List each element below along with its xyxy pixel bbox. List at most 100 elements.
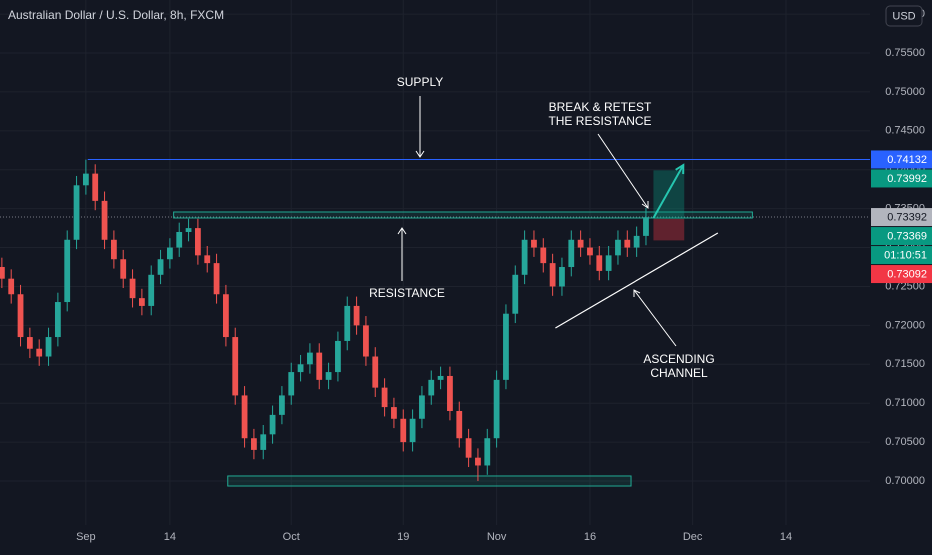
candle-body [176, 231, 183, 248]
candle-body [120, 259, 127, 279]
drawings [0, 158, 870, 487]
zone [173, 211, 753, 219]
arrow-head [415, 150, 425, 158]
zone [227, 475, 632, 487]
candle-body [17, 294, 24, 338]
candle-body [260, 434, 267, 450]
candle-body [325, 372, 332, 380]
x-tick-label: Sep [76, 531, 96, 543]
price-tag-label: 0.73392 [887, 211, 927, 223]
x-tick-label: 19 [397, 531, 409, 543]
annotation: BREAK & RETEST [549, 100, 652, 114]
annotation-arrows [397, 96, 677, 347]
candle-body [540, 247, 547, 264]
y-tick-label: 0.70500 [885, 436, 925, 448]
candle-body [185, 228, 192, 232]
x-tick-label: 14 [164, 531, 176, 543]
candle-body [624, 239, 631, 248]
candle-body [73, 185, 80, 240]
candle-body [456, 410, 463, 439]
price-tag-label: 0.74132 [887, 154, 927, 166]
candle-body [82, 173, 89, 186]
candle-body [213, 263, 220, 295]
candle-body [512, 274, 519, 314]
candle-body [363, 325, 369, 357]
x-tick-label: Oct [283, 531, 300, 543]
currency-button[interactable] [885, 5, 923, 27]
y-tick-label: 0.71000 [885, 397, 925, 409]
annotation: SUPPLY [397, 75, 443, 89]
candle-body [54, 302, 61, 338]
candle-body [223, 294, 229, 338]
candle-body [353, 305, 360, 326]
arrow-head [633, 289, 641, 297]
y-tick-label: 0.74500 [885, 125, 925, 137]
candle-body [531, 239, 537, 248]
y-tick-label: 0.72000 [885, 319, 925, 331]
candle-body [428, 379, 435, 396]
candle-body [297, 364, 304, 373]
candle-body [484, 438, 491, 466]
candle-body [36, 348, 43, 357]
price-tag [871, 150, 932, 169]
price-tag-label: 01:10:51 [884, 249, 927, 261]
candle-body [419, 395, 425, 419]
currency: USD [892, 10, 915, 22]
price-tag [871, 169, 932, 188]
candles [0, 159, 649, 482]
arrow [597, 133, 649, 209]
candle-body [503, 313, 509, 380]
candle-body [166, 247, 173, 260]
candle-body [447, 375, 453, 411]
candle-body [577, 239, 584, 248]
projection-head [675, 163, 685, 175]
candle-body [409, 418, 416, 443]
candle-body [279, 395, 285, 415]
candle-body [92, 173, 99, 201]
price-tag [871, 265, 932, 284]
candle-body [643, 217, 649, 236]
candle-body [138, 298, 145, 306]
candle-body [307, 352, 313, 365]
candle-body [521, 239, 528, 275]
arrow-head [641, 201, 649, 209]
time-axis [0, 525, 870, 550]
annotation: RESISTANCE [369, 286, 445, 300]
candle-body [568, 239, 575, 268]
y-tick-label: 0.75500 [885, 47, 925, 59]
candle-body [559, 267, 565, 287]
candle-body [587, 247, 593, 256]
candle-body [549, 263, 556, 287]
candle-body [437, 375, 444, 380]
price-tag [871, 227, 932, 246]
candle-body [316, 352, 323, 380]
candle-body [148, 274, 155, 306]
x-tick-label: 16 [584, 531, 596, 543]
y-tick-label: 0.71500 [885, 358, 925, 370]
candle-body [129, 278, 136, 299]
price-tag [871, 246, 932, 265]
candle-body [241, 395, 248, 439]
candle-body [195, 228, 201, 256]
x-tick-label: Nov [487, 531, 507, 543]
chart-title: Australian Dollar / U.S. Dollar, 8h, FXC… [8, 8, 224, 22]
candle-body [251, 438, 257, 450]
price-tag-label: 0.73992 [887, 173, 927, 185]
candle-body [344, 305, 351, 341]
annotation: ASCENDING [643, 352, 714, 366]
price-tag [871, 208, 932, 227]
candle-body [45, 337, 52, 357]
candle-body [605, 255, 612, 271]
annotation: THE RESISTANCE [548, 114, 651, 128]
arrow-head [397, 227, 407, 235]
candle-body [157, 259, 164, 275]
price-tag-label: 0.73092 [887, 268, 927, 280]
candle-body [372, 356, 379, 388]
candle-body [101, 200, 108, 240]
candle-body [615, 239, 621, 256]
candle-body [493, 379, 500, 439]
candle-body [381, 387, 388, 408]
y-tick-label: 0.70000 [885, 475, 925, 487]
candle-body [475, 457, 481, 466]
